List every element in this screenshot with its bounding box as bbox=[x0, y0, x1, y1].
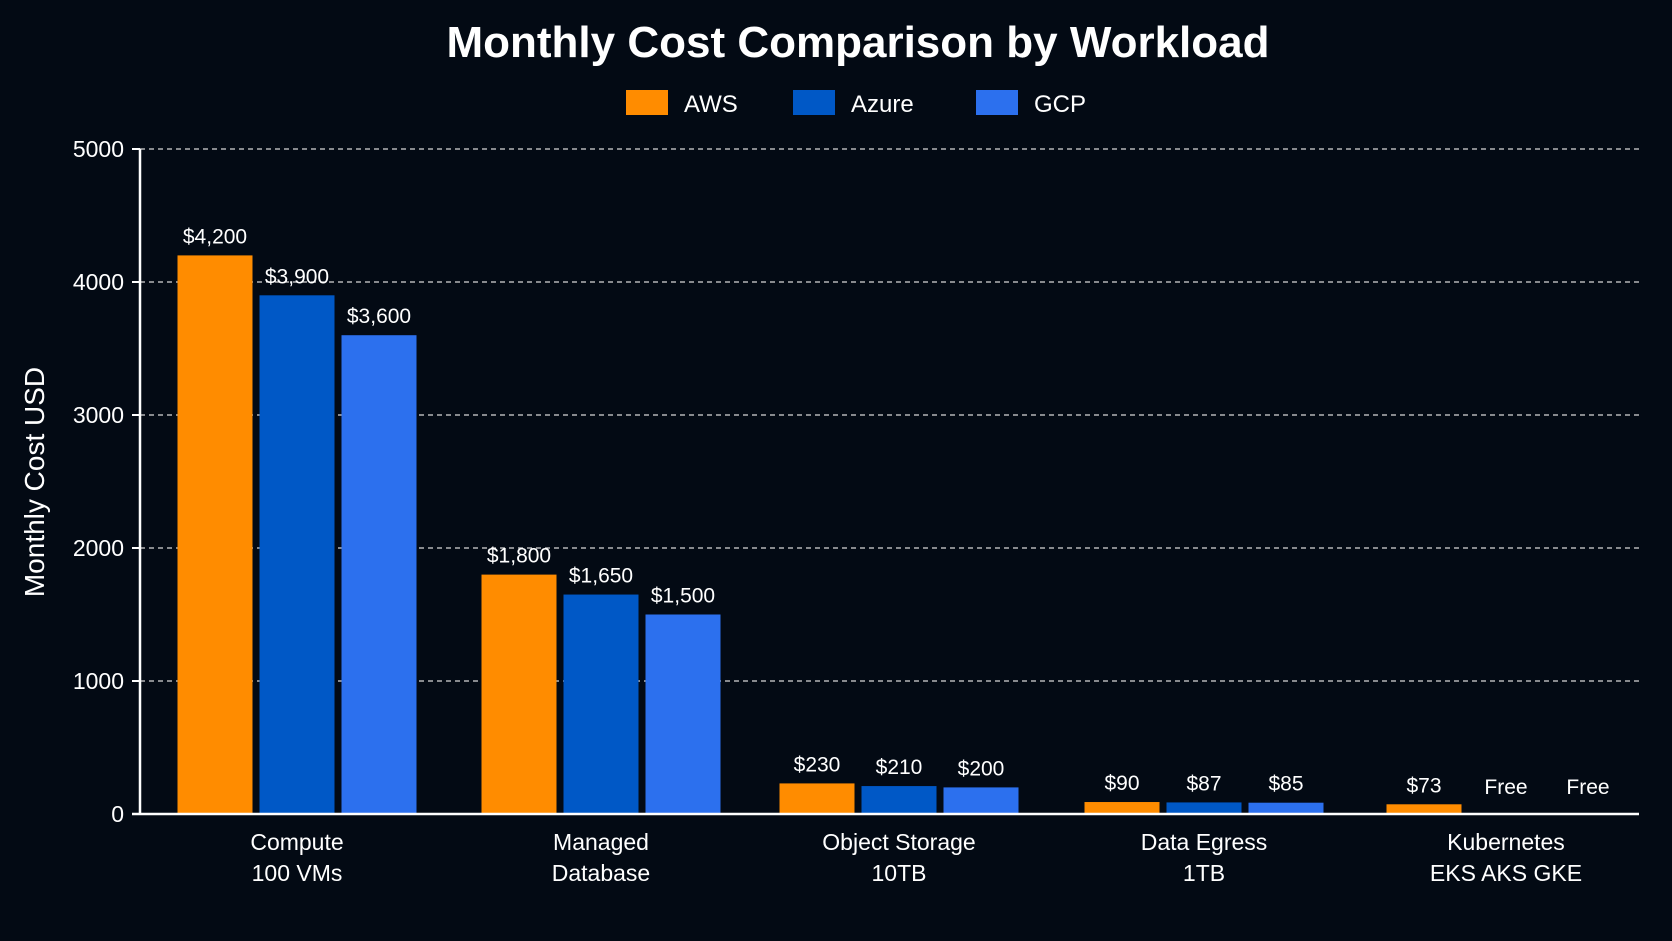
data-label: $200 bbox=[958, 757, 1005, 780]
data-label: $90 bbox=[1104, 772, 1139, 795]
data-label: $1,650 bbox=[569, 565, 633, 588]
data-label: $87 bbox=[1186, 772, 1221, 795]
y-tick-label: 4000 bbox=[73, 269, 124, 295]
bar-azure bbox=[1166, 802, 1242, 814]
x-tick-label: Compute bbox=[250, 829, 343, 855]
gridlines: 0 1000 2000 3000 4000 5000 bbox=[73, 136, 1639, 827]
axes bbox=[132, 149, 1639, 816]
chart-title: Monthly Cost Comparison by Workload bbox=[446, 18, 1269, 67]
x-tick-label: 1TB bbox=[1183, 860, 1225, 886]
legend-label-azure: Azure bbox=[851, 91, 914, 118]
data-label: $3,600 bbox=[347, 305, 411, 328]
bar-azure bbox=[861, 786, 937, 814]
data-label: $3,900 bbox=[265, 265, 329, 288]
legend-swatch-gcp bbox=[976, 90, 1018, 115]
bar-azure bbox=[563, 594, 639, 814]
x-tick-label: 100 VMs bbox=[252, 860, 343, 886]
x-tick-label: Data Egress bbox=[1141, 829, 1268, 855]
data-label: $210 bbox=[876, 756, 923, 779]
data-label: $1,500 bbox=[651, 585, 715, 608]
bar-gcp bbox=[645, 614, 721, 814]
legend-swatch-azure bbox=[793, 90, 835, 115]
data-label: Free bbox=[1566, 776, 1609, 799]
x-tick-label: EKS AKS GKE bbox=[1430, 860, 1582, 886]
data-label: $230 bbox=[794, 753, 841, 776]
bar-gcp bbox=[943, 787, 1019, 814]
bar-aws bbox=[779, 783, 855, 814]
x-tick-label: Kubernetes bbox=[1447, 829, 1565, 855]
x-tick-label: Database bbox=[552, 860, 650, 886]
x-tick-label: Managed bbox=[553, 829, 649, 855]
bar-aws bbox=[177, 255, 253, 814]
x-tick-label: Object Storage bbox=[822, 829, 975, 855]
data-label: $4,200 bbox=[183, 225, 247, 248]
bar-gcp bbox=[1248, 802, 1324, 814]
category-labels: Compute 100 VMs Managed Database Object Stor… bbox=[250, 829, 1582, 886]
y-axis-label: Monthly Cost USD bbox=[19, 367, 50, 597]
legend-label-gcp: GCP bbox=[1034, 91, 1086, 118]
bar-aws bbox=[481, 574, 557, 814]
y-tick-label: 5000 bbox=[73, 136, 124, 162]
data-label: $85 bbox=[1268, 773, 1303, 796]
legend: AWS Azure GCP bbox=[626, 90, 1086, 118]
data-label: Free bbox=[1484, 776, 1527, 799]
bar-azure bbox=[259, 295, 335, 814]
y-tick-label: 1000 bbox=[73, 668, 124, 694]
legend-label-aws: AWS bbox=[684, 91, 738, 118]
y-tick-label: 3000 bbox=[73, 402, 124, 428]
x-tick-label: 10TB bbox=[872, 860, 927, 886]
y-tick-label: 0 bbox=[111, 801, 124, 827]
bars: $4,200 $3,900 $3,600 $1,800 $1,650 $1,500 $230… bbox=[177, 225, 1610, 814]
legend-swatch-aws bbox=[626, 90, 668, 115]
y-tick-label: 2000 bbox=[73, 535, 124, 561]
bar-aws bbox=[1084, 802, 1160, 814]
bar-gcp bbox=[341, 335, 417, 814]
data-label: $73 bbox=[1406, 774, 1441, 797]
data-label: $1,800 bbox=[487, 545, 551, 568]
bar-aws bbox=[1386, 804, 1462, 814]
